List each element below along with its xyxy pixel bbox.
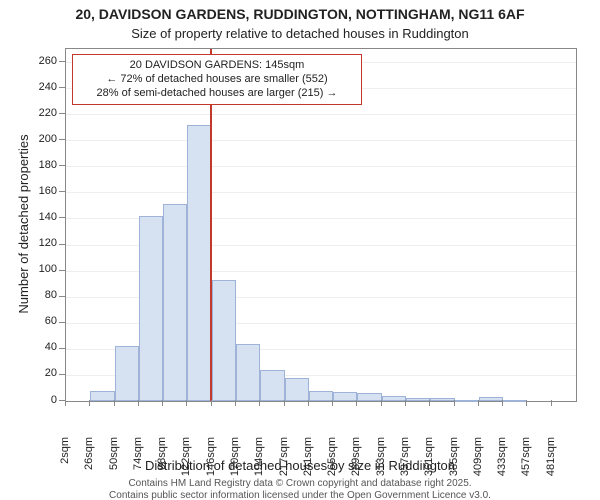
y-tick-label: 60 <box>27 315 57 327</box>
x-tick <box>235 400 236 406</box>
x-tick-label: 481sqm <box>545 437 557 487</box>
histogram-bar <box>430 398 454 401</box>
x-tick <box>356 400 357 406</box>
x-tick <box>65 400 66 406</box>
gridline-horizontal <box>66 114 576 115</box>
x-tick-label: 146sqm <box>205 437 217 487</box>
histogram-bar <box>187 125 211 401</box>
x-tick <box>162 400 163 406</box>
x-tick-label: 217sqm <box>278 437 290 487</box>
x-tick <box>308 400 309 406</box>
x-tick <box>186 400 187 406</box>
y-tick-label: 120 <box>27 237 57 249</box>
y-tick-label: 260 <box>27 55 57 67</box>
y-tick-label: 80 <box>27 289 57 301</box>
y-tick <box>59 217 65 218</box>
x-tick-label: 313sqm <box>375 437 387 487</box>
x-tick-label: 2sqm <box>59 437 71 487</box>
x-tick-label: 241sqm <box>302 437 314 487</box>
x-tick <box>332 400 333 406</box>
x-tick <box>502 400 503 406</box>
x-tick <box>454 400 455 406</box>
y-tick-label: 140 <box>27 211 57 223</box>
x-tick <box>211 400 212 406</box>
annotation-box: 20 DAVIDSON GARDENS: 145sqm ← 72% of det… <box>72 54 362 105</box>
annotation-line: 20 DAVIDSON GARDENS: 145sqm <box>81 59 353 73</box>
y-tick <box>59 139 65 140</box>
x-tick <box>259 400 260 406</box>
histogram-bar <box>163 204 187 401</box>
x-tick-label: 265sqm <box>326 437 338 487</box>
chart-title: 20, DAVIDSON GARDENS, RUDDINGTON, NOTTIN… <box>0 6 600 22</box>
annotation-line: ← 72% of detached houses are smaller (55… <box>81 73 353 87</box>
histogram-bar <box>309 391 333 401</box>
histogram-bar <box>115 346 139 401</box>
x-tick-label: 122sqm <box>180 437 192 487</box>
x-tick <box>478 400 479 406</box>
histogram-bar <box>406 398 430 401</box>
y-tick-label: 160 <box>27 185 57 197</box>
histogram-bar <box>260 370 284 401</box>
y-tick <box>59 61 65 62</box>
y-tick-label: 100 <box>27 263 57 275</box>
y-tick-label: 240 <box>27 81 57 93</box>
y-tick <box>59 270 65 271</box>
histogram-bar <box>382 396 406 401</box>
y-tick <box>59 244 65 245</box>
x-tick-label: 98sqm <box>156 437 168 487</box>
x-tick <box>405 400 406 406</box>
y-tick <box>59 296 65 297</box>
annotation-line: 28% of semi-detached houses are larger (… <box>81 87 353 101</box>
x-tick-label: 289sqm <box>350 437 362 487</box>
x-tick-label: 337sqm <box>399 437 411 487</box>
x-tick <box>429 400 430 406</box>
x-tick <box>89 400 90 406</box>
x-tick-label: 361sqm <box>423 437 435 487</box>
x-tick-label: 194sqm <box>253 437 265 487</box>
y-tick <box>59 191 65 192</box>
y-tick-label: 40 <box>27 341 57 353</box>
histogram-bar <box>479 397 503 401</box>
x-tick <box>114 400 115 406</box>
x-tick-label: 26sqm <box>83 437 95 487</box>
histogram-bar <box>90 391 114 401</box>
y-tick <box>59 322 65 323</box>
histogram-bar <box>139 216 163 401</box>
y-tick-label: 180 <box>27 159 57 171</box>
histogram-bar <box>357 393 381 401</box>
y-tick <box>59 348 65 349</box>
x-tick-label: 50sqm <box>108 437 120 487</box>
x-tick-label: 170sqm <box>229 437 241 487</box>
y-tick-label: 220 <box>27 107 57 119</box>
y-tick-label: 0 <box>27 394 57 406</box>
histogram-bar <box>503 400 527 402</box>
histogram-bar <box>333 392 357 401</box>
x-tick <box>551 400 552 406</box>
gridline-horizontal <box>66 140 576 141</box>
y-tick <box>59 113 65 114</box>
gridline-horizontal <box>66 192 576 193</box>
y-tick-label: 20 <box>27 367 57 379</box>
x-tick <box>138 400 139 406</box>
histogram-bar <box>212 280 236 401</box>
y-tick-label: 200 <box>27 133 57 145</box>
x-tick <box>381 400 382 406</box>
histogram-bar <box>285 378 309 401</box>
x-tick-label: 409sqm <box>472 437 484 487</box>
histogram-bar <box>455 400 479 402</box>
y-tick <box>59 374 65 375</box>
x-tick-label: 385sqm <box>448 437 460 487</box>
gridline-horizontal <box>66 166 576 167</box>
x-tick-label: 74sqm <box>132 437 144 487</box>
x-tick <box>284 400 285 406</box>
chart-subtitle: Size of property relative to detached ho… <box>0 26 600 41</box>
y-tick <box>59 87 65 88</box>
x-tick-label: 457sqm <box>520 437 532 487</box>
y-tick <box>59 165 65 166</box>
x-tick <box>526 400 527 406</box>
footer-line-2: Contains public sector information licen… <box>0 490 600 500</box>
histogram-bar <box>236 344 260 401</box>
x-tick-label: 433sqm <box>496 437 508 487</box>
